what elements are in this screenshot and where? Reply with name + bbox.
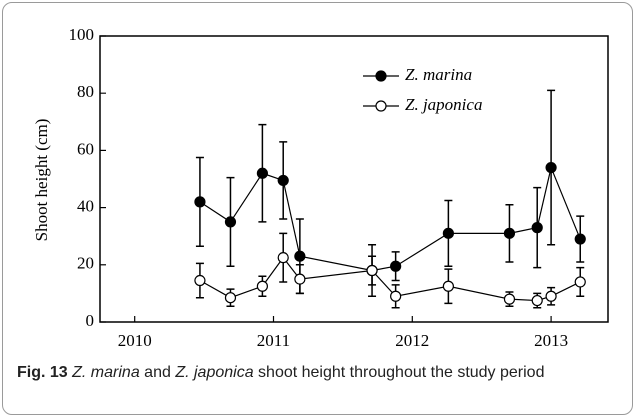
marker	[503, 227, 516, 239]
marker	[390, 260, 402, 272]
x-tick-label: 2013	[534, 331, 568, 348]
y-axis-label: Shoot height (cm)	[32, 119, 51, 242]
marker	[194, 274, 206, 287]
marker	[194, 196, 206, 208]
caption-text: shoot height throughout the study period	[258, 364, 545, 381]
marker	[442, 227, 454, 239]
caption-text: Z. japonica	[175, 364, 254, 381]
legend-label: Z. japonica	[405, 95, 482, 114]
y-tick-label: 0	[86, 311, 95, 330]
marker	[277, 174, 289, 187]
marker	[277, 252, 289, 264]
y-tick-label: 80	[77, 82, 94, 101]
y-tick-label: 100	[69, 25, 95, 44]
series-line	[199, 256, 581, 302]
marker	[294, 273, 306, 285]
marker	[224, 292, 237, 304]
chart: Shoot height (cm) 0 20 40 60 80 100 2010 2011 20…	[32, 25, 609, 348]
marker	[531, 294, 543, 307]
marker	[531, 222, 543, 234]
legend-marker	[375, 100, 387, 112]
caption-label: Fig. 13	[17, 364, 68, 381]
x-tick-label: 2010	[118, 331, 152, 348]
marker	[503, 293, 516, 305]
series-line	[199, 165, 581, 272]
marker	[294, 250, 306, 262]
marker	[224, 216, 237, 228]
marker	[574, 276, 586, 288]
marker	[574, 233, 586, 245]
x-tick-label: 2011	[257, 331, 290, 348]
marker	[545, 161, 557, 174]
marker	[256, 280, 268, 292]
y-tick-label: 40	[77, 197, 94, 216]
marker	[545, 290, 557, 302]
marker	[390, 290, 402, 302]
y-tick-label: 60	[77, 139, 94, 158]
marker	[442, 280, 454, 292]
figure-frame: Shoot height (cm) 0 20 40 60 80 100 2010 2011 20…	[2, 2, 633, 415]
plot-frame	[99, 35, 609, 323]
caption-text: Z. marina	[72, 364, 140, 381]
marker	[256, 167, 268, 179]
legend-label: Z. marina	[405, 65, 472, 84]
caption: Fig. 13 Z. marina and Z. japonica shoot …	[17, 361, 577, 385]
x-tick-label: 2012	[395, 331, 429, 348]
caption-text: and	[144, 364, 171, 381]
legend-marker	[375, 70, 387, 82]
y-tick-label: 20	[77, 254, 94, 273]
marker	[366, 264, 378, 277]
